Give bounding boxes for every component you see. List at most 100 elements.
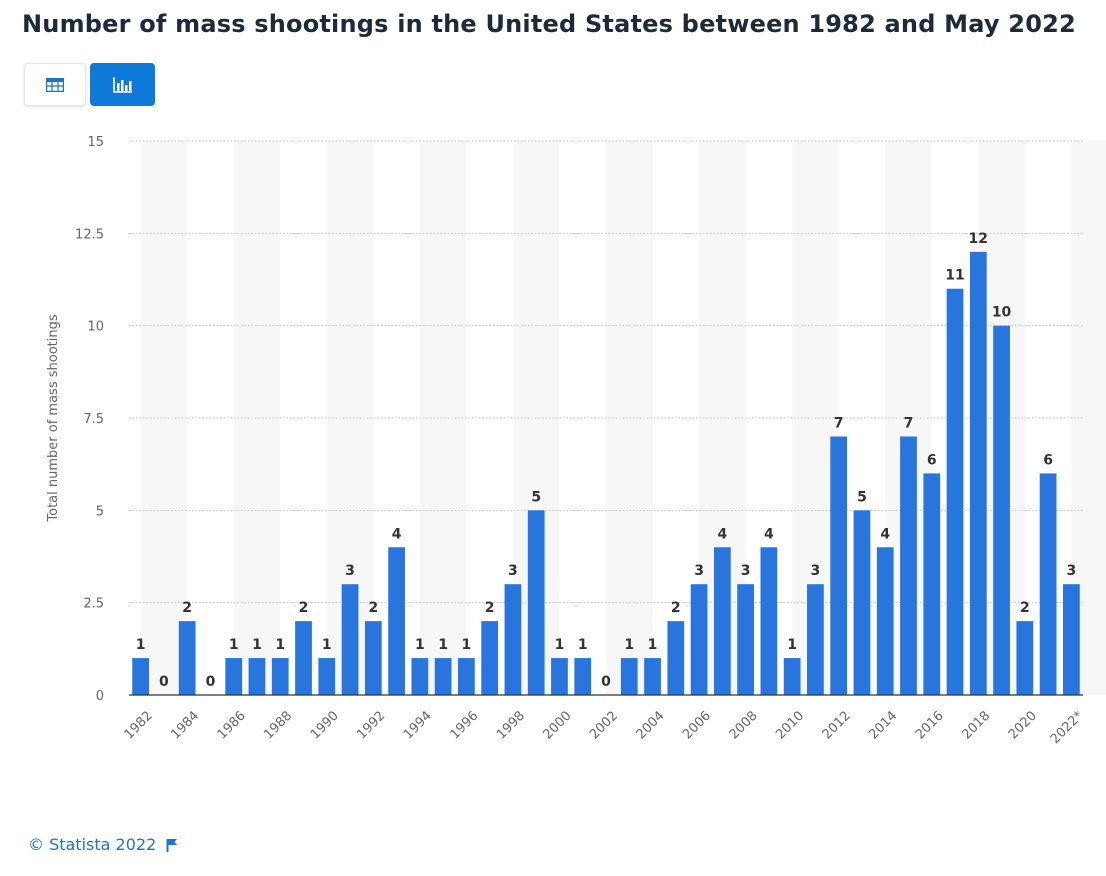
data-label: 3 <box>741 563 751 579</box>
bar <box>504 584 522 695</box>
data-label: 1 <box>322 637 332 653</box>
bar <box>969 251 987 696</box>
data-label: 0 <box>206 674 216 690</box>
data-label: 4 <box>392 526 402 542</box>
x-tick-label: 1988 <box>261 708 295 742</box>
data-label: 1 <box>787 637 797 653</box>
data-label: 5 <box>857 489 867 505</box>
data-label: 1 <box>415 637 425 653</box>
x-tick-label: 2000 <box>541 708 575 742</box>
x-tick-label: 2008 <box>727 708 761 742</box>
x-tick-label: 1998 <box>494 708 528 742</box>
bar <box>737 584 754 695</box>
x-tick-label: 1986 <box>215 708 249 742</box>
y-tick-label: 12.5 <box>75 227 104 242</box>
data-label: 2 <box>182 600 192 616</box>
data-label: 7 <box>904 415 914 431</box>
bar <box>760 547 778 695</box>
x-tick-label: 2022* <box>1048 708 1087 747</box>
data-label: 1 <box>648 637 658 653</box>
bar <box>690 584 708 695</box>
data-label: 5 <box>531 489 541 505</box>
data-label: 1 <box>136 637 146 653</box>
data-label: 0 <box>601 674 611 690</box>
x-tick-label: 2004 <box>634 708 668 742</box>
bar <box>946 288 964 695</box>
data-label: 1 <box>555 637 565 653</box>
bar <box>853 510 871 695</box>
bar <box>574 658 592 695</box>
bar <box>178 621 196 695</box>
bar <box>830 436 848 695</box>
bar <box>1062 584 1080 695</box>
bar <box>876 547 894 695</box>
bar <box>1016 621 1034 695</box>
table-icon <box>46 77 64 92</box>
y-tick-label: 0 <box>96 689 104 704</box>
x-tick-label: 2020 <box>1006 708 1040 742</box>
flag-icon[interactable] <box>166 838 178 852</box>
bar <box>923 473 941 695</box>
data-label: 2 <box>485 600 495 616</box>
data-label: 1 <box>578 637 588 653</box>
y-tick-label: 5 <box>96 504 104 519</box>
data-label: 2 <box>1020 600 1030 616</box>
bar <box>225 658 243 695</box>
y-tick-label: 15 <box>87 135 104 150</box>
data-label: 3 <box>811 563 821 579</box>
footer: © Statista 2022 <box>28 835 178 854</box>
data-label: 2 <box>671 600 681 616</box>
data-label: 3 <box>694 563 704 579</box>
y-tick-label: 10 <box>87 320 104 335</box>
bar <box>807 584 824 695</box>
statista-copyright-link[interactable]: © Statista 2022 <box>28 835 157 854</box>
x-tick-label: 1992 <box>354 708 388 742</box>
data-label: 11 <box>945 268 964 284</box>
bar <box>458 658 475 695</box>
data-label: 2 <box>368 600 378 616</box>
bar <box>248 658 266 695</box>
x-tick-label: 2018 <box>959 708 993 742</box>
bar <box>341 584 359 695</box>
data-label: 1 <box>229 637 239 653</box>
data-label: 3 <box>508 563 518 579</box>
table-view-button[interactable] <box>24 63 86 106</box>
bar <box>551 658 568 695</box>
bar <box>620 658 638 695</box>
bar <box>364 621 382 695</box>
data-label: 0 <box>159 674 169 690</box>
data-label: 1 <box>624 637 634 653</box>
data-label: 12 <box>969 231 988 247</box>
x-tick-label: 1996 <box>447 708 481 742</box>
bar <box>411 658 429 695</box>
bar <box>295 621 312 695</box>
bar <box>644 658 661 695</box>
data-label: 4 <box>880 526 890 542</box>
chart-view-button[interactable] <box>90 63 155 106</box>
x-tick-label: 2012 <box>820 708 854 742</box>
y-tick-label: 7.5 <box>83 412 104 427</box>
data-label: 2 <box>299 600 309 616</box>
data-label: 4 <box>717 526 727 542</box>
bar <box>271 658 289 695</box>
x-tick-label: 1984 <box>168 708 202 742</box>
data-label: 1 <box>462 637 472 653</box>
bar-chart-icon <box>112 76 132 93</box>
data-label: 3 <box>345 563 355 579</box>
data-label: 6 <box>1043 452 1053 468</box>
data-label: 1 <box>252 637 262 653</box>
bar <box>481 621 499 695</box>
data-label: 1 <box>438 637 448 653</box>
bar <box>900 436 917 695</box>
y-tick-label: 2.5 <box>83 597 104 612</box>
chart-title: Number of mass shootings in the United S… <box>22 10 1076 38</box>
data-label: 4 <box>764 526 774 542</box>
data-label: 6 <box>927 452 937 468</box>
y-axis-label: Total number of mass shootings <box>46 314 61 522</box>
data-label: 7 <box>834 415 844 431</box>
data-label: 1 <box>275 637 285 653</box>
x-tick-label: 2006 <box>680 708 714 742</box>
bar <box>388 547 405 695</box>
x-tick-label: 1990 <box>308 708 342 742</box>
